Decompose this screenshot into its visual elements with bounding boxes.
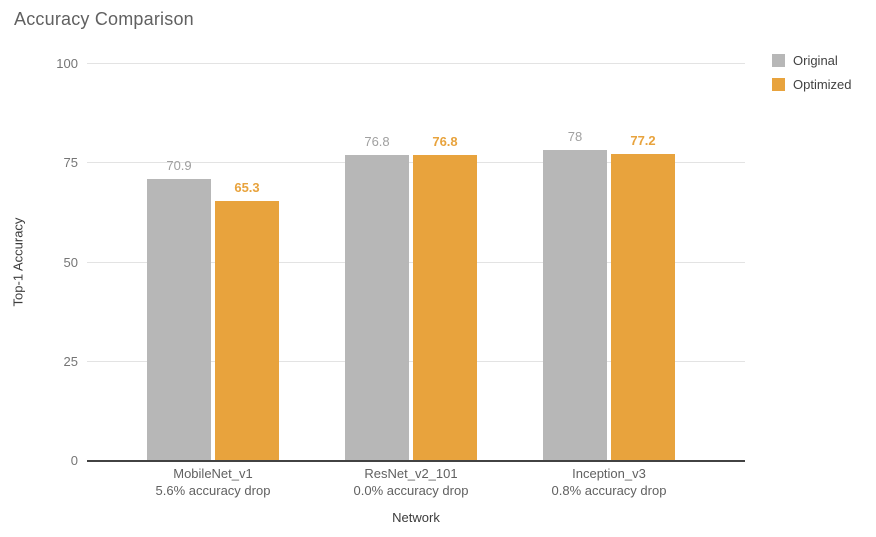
legend: Original Optimized bbox=[772, 53, 852, 92]
bar-group-inception_v3: 78 77.2 bbox=[543, 129, 675, 460]
category-name: ResNet_v2_101 bbox=[364, 466, 458, 481]
category-name: MobileNet_v1 bbox=[173, 466, 253, 481]
bar-wrap: 78 bbox=[543, 129, 607, 460]
bar-wrap: 76.8 bbox=[413, 134, 477, 460]
legend-label: Optimized bbox=[793, 77, 852, 92]
bar-wrap: 65.3 bbox=[215, 180, 279, 460]
bar-optimized-resnet_v2_101[interactable] bbox=[413, 155, 477, 460]
bar-original-mobilenet_v1[interactable] bbox=[147, 178, 211, 460]
bar-group-mobilenet_v1: 70.9 65.3 bbox=[147, 158, 279, 460]
bar-value-label: 77.2 bbox=[630, 132, 656, 148]
legend-item-optimized[interactable]: Optimized bbox=[772, 77, 852, 92]
chart-title: Accuracy Comparison bbox=[14, 9, 194, 29]
y-tick-label-100: 100 bbox=[56, 56, 78, 71]
bar-value-label: 65.3 bbox=[234, 179, 260, 195]
y-tick-label-0: 0 bbox=[70, 453, 78, 468]
y-tick-label-75: 75 bbox=[63, 155, 78, 171]
bar-value-label: 76.8 bbox=[364, 134, 390, 150]
bar-original-inception_v3[interactable] bbox=[543, 150, 607, 460]
bar-wrap: 77.2 bbox=[611, 133, 675, 460]
category-name: Inception_v3 bbox=[572, 466, 646, 481]
category-sublabel: 0.8% accuracy drop bbox=[551, 483, 667, 498]
bar-group-resnet_v2_101: 76.8 76.8 bbox=[345, 134, 477, 460]
x-tick-label-resnet_v2_101: ResNet_v2_101 0.0% accuracy drop bbox=[312, 465, 510, 499]
legend-item-original[interactable]: Original bbox=[772, 53, 852, 68]
legend-swatch-optimized bbox=[772, 78, 785, 91]
bar-value-label: 76.8 bbox=[432, 134, 458, 150]
x-axis-line bbox=[87, 460, 745, 462]
bar-optimized-mobilenet_v1[interactable] bbox=[215, 200, 279, 460]
bar-wrap: 76.8 bbox=[345, 134, 409, 460]
bar-optimized-inception_v3[interactable] bbox=[611, 153, 675, 460]
x-tick-label-mobilenet_v1: MobileNet_v1 5.6% accuracy drop bbox=[114, 465, 312, 499]
legend-swatch-original bbox=[772, 54, 785, 67]
bar-value-label: 78 bbox=[567, 129, 583, 145]
y-tick-label-50: 50 bbox=[63, 254, 78, 270]
y-axis-ticks: 0 25 50 75 100 bbox=[0, 56, 78, 468]
bar-value-label: 70.9 bbox=[166, 157, 192, 173]
x-axis-ticks: MobileNet_v1 5.6% accuracy drop ResNet_v2_… bbox=[87, 465, 745, 505]
x-axis-title: Network bbox=[392, 510, 440, 525]
category-sublabel: 5.6% accuracy drop bbox=[155, 483, 271, 498]
legend-label: Original bbox=[793, 53, 838, 68]
bar-original-resnet_v2_101[interactable] bbox=[345, 155, 409, 460]
plot-area: 70.9 65.3 76.8 76.8 78 77.2 bbox=[87, 63, 745, 462]
x-tick-label-inception_v3: Inception_v3 0.8% accuracy drop bbox=[510, 465, 708, 499]
y-tick-label-25: 25 bbox=[63, 353, 78, 369]
bar-wrap: 70.9 bbox=[147, 158, 211, 460]
category-sublabel: 0.0% accuracy drop bbox=[353, 483, 469, 498]
gridline-100 bbox=[87, 63, 745, 64]
